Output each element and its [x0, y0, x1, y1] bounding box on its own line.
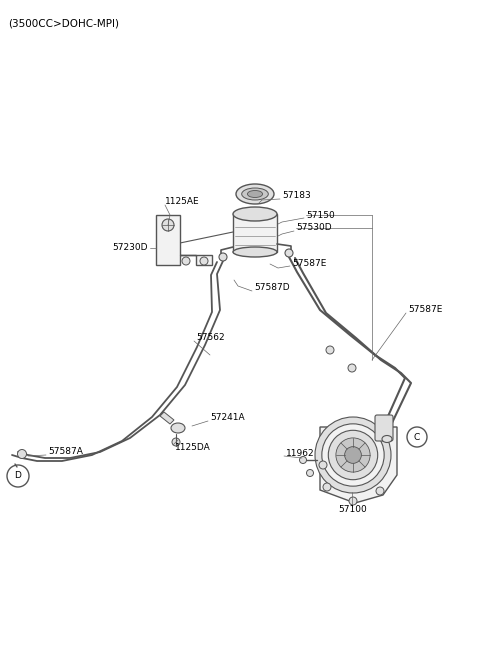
Polygon shape — [160, 412, 174, 424]
Text: 1125AE: 1125AE — [165, 197, 200, 207]
Text: 57587D: 57587D — [254, 283, 289, 293]
Circle shape — [328, 430, 378, 480]
Circle shape — [219, 253, 227, 261]
Text: 57562: 57562 — [196, 333, 225, 342]
Ellipse shape — [382, 436, 392, 443]
Ellipse shape — [242, 188, 268, 200]
Circle shape — [17, 449, 26, 459]
Ellipse shape — [247, 190, 263, 197]
Text: 11962: 11962 — [286, 449, 314, 457]
Ellipse shape — [233, 247, 277, 257]
Circle shape — [162, 219, 174, 231]
Text: D: D — [14, 472, 22, 480]
Text: 57150: 57150 — [306, 211, 335, 220]
Circle shape — [319, 461, 327, 469]
Ellipse shape — [233, 207, 277, 221]
Text: 57587A: 57587A — [48, 447, 83, 457]
Circle shape — [345, 447, 361, 463]
Circle shape — [323, 483, 331, 491]
Text: (3500CC>DOHC-MPI): (3500CC>DOHC-MPI) — [8, 18, 119, 28]
Circle shape — [348, 364, 356, 372]
Circle shape — [376, 487, 384, 495]
Circle shape — [200, 257, 208, 265]
Text: 57587E: 57587E — [292, 258, 326, 268]
Circle shape — [307, 470, 313, 476]
Text: C: C — [414, 432, 420, 441]
Circle shape — [182, 257, 190, 265]
Text: 57100: 57100 — [338, 506, 367, 514]
Ellipse shape — [171, 423, 185, 433]
FancyBboxPatch shape — [375, 415, 393, 441]
Circle shape — [300, 457, 307, 464]
Polygon shape — [233, 214, 277, 252]
Text: 57241A: 57241A — [210, 413, 245, 422]
Circle shape — [285, 249, 293, 257]
Circle shape — [172, 438, 180, 446]
Text: 57530D: 57530D — [296, 224, 332, 232]
Circle shape — [315, 417, 391, 493]
Polygon shape — [156, 215, 212, 265]
Circle shape — [336, 438, 370, 472]
Ellipse shape — [236, 184, 274, 204]
Circle shape — [322, 424, 384, 486]
Text: 1125DA: 1125DA — [175, 443, 211, 453]
Text: 57183: 57183 — [282, 192, 311, 201]
Circle shape — [326, 346, 334, 354]
Text: 57230D: 57230D — [112, 243, 147, 253]
Circle shape — [349, 497, 357, 505]
Text: 57587E: 57587E — [408, 306, 443, 314]
Polygon shape — [320, 427, 397, 503]
